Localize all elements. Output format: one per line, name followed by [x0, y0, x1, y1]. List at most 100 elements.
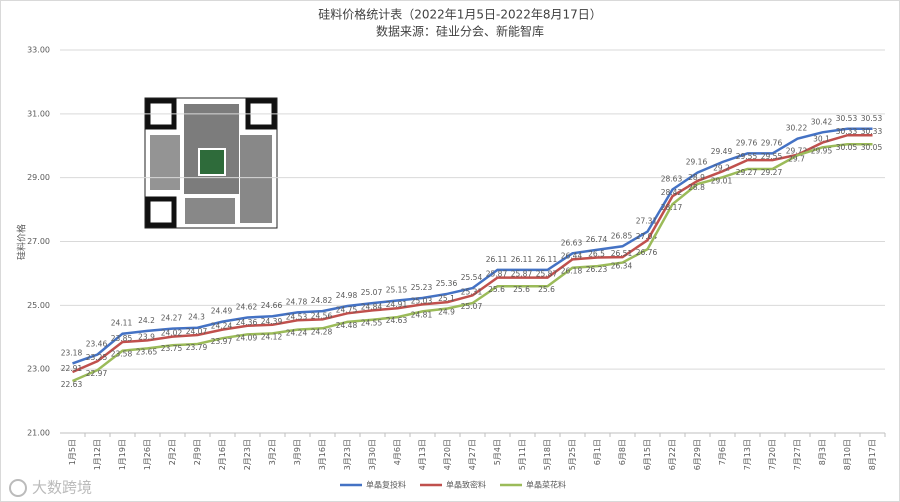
data-label: 22.97 — [86, 369, 108, 378]
data-label: 30.53 — [861, 114, 883, 123]
data-label: 24.07 — [186, 327, 208, 336]
x-tick-label: 6月22日 — [668, 439, 677, 470]
data-label: 29.55 — [761, 152, 783, 161]
data-label: 29.7 — [788, 154, 805, 163]
data-label: 26.18 — [561, 267, 583, 276]
x-tick-label: 1月19日 — [118, 439, 127, 470]
y-tick-label: 29.00 — [27, 173, 50, 182]
x-tick-label: 1月5日 — [68, 439, 77, 465]
data-label: 26.44 — [561, 251, 583, 260]
y-tick-label: 27.00 — [27, 237, 50, 246]
x-tick-label: 3月9日 — [293, 439, 302, 465]
data-label: 29.95 — [811, 146, 833, 155]
data-label: 23.85 — [111, 334, 133, 343]
data-label: 25.1 — [438, 294, 455, 303]
data-label: 25.6 — [513, 285, 530, 294]
data-label: 29.27 — [761, 168, 783, 177]
x-tick-label: 8月10日 — [843, 439, 852, 470]
data-label: 23.97 — [211, 337, 233, 346]
data-label: 25.87 — [486, 270, 508, 279]
data-label: 29.27 — [736, 168, 758, 177]
data-label: 24.2 — [138, 316, 155, 325]
data-label: 24.62 — [236, 302, 258, 311]
x-tick-label: 2月16日 — [218, 439, 227, 470]
data-label: 29.16 — [686, 158, 708, 167]
series-line — [72, 127, 873, 365]
data-label: 25.87 — [511, 270, 533, 279]
watermark: 大数跨境 — [9, 479, 92, 497]
x-tick-label: 7月20日 — [768, 439, 777, 470]
data-label: 26.11 — [511, 255, 533, 264]
legend-label: 单晶菜花料 — [526, 480, 566, 490]
data-label: 30.53 — [836, 114, 858, 123]
data-label: 26.11 — [486, 255, 508, 264]
data-label: 24.81 — [411, 310, 433, 319]
x-tick-label: 8月3日 — [818, 439, 827, 465]
data-label: 24.24 — [286, 329, 308, 338]
x-tick-label: 2月2日 — [168, 439, 177, 465]
data-label: 29.76 — [761, 138, 783, 147]
data-label: 29.55 — [736, 152, 758, 161]
data-label: 27.04 — [636, 232, 658, 241]
x-tick-label: 5月18日 — [543, 439, 552, 470]
data-label: 28.8 — [688, 183, 705, 192]
x-tick-label: 4月27日 — [468, 439, 477, 470]
data-label: 30.42 — [811, 117, 833, 126]
data-label: 30.33 — [861, 127, 883, 136]
data-label: 25.07 — [361, 288, 383, 297]
x-tick-label: 8月17日 — [868, 439, 877, 470]
data-label: 28.63 — [661, 174, 683, 183]
data-label: 24.49 — [211, 307, 233, 316]
series-line — [72, 133, 873, 374]
x-tick-label: 7月13日 — [743, 439, 752, 470]
x-tick-label: 6月8日 — [618, 439, 627, 465]
data-label: 30.05 — [836, 143, 858, 152]
x-tick-label: 6月1日 — [593, 439, 602, 465]
chart-title: 硅料价格统计表（2022年1月5日-2022年8月17日） — [318, 7, 602, 22]
x-tick-label: 4月13日 — [418, 439, 427, 470]
data-label: 25.03 — [411, 296, 433, 305]
data-label: 27.31 — [636, 217, 658, 226]
y-axis-label: 硅料价格 — [16, 224, 28, 260]
chart-subtitle: 数据来源：硅业分会、新能智库 — [376, 24, 544, 39]
data-label: 22.63 — [61, 380, 83, 389]
data-label: 26.23 — [586, 265, 608, 274]
data-label: 24.55 — [361, 319, 383, 328]
data-label: 23.18 — [61, 348, 83, 357]
x-tick-label: 3月23日 — [343, 439, 352, 470]
data-label: 26.11 — [536, 255, 558, 264]
data-label: 24.56 — [311, 311, 333, 320]
x-tick-label: 5月4日 — [493, 439, 502, 465]
data-label: 29.01 — [711, 176, 733, 185]
y-tick-label: 21.00 — [27, 429, 50, 438]
data-label: 24.9 — [438, 308, 455, 317]
data-label: 25.87 — [536, 270, 558, 279]
data-label: 24.09 — [236, 333, 258, 342]
data-label: 26.76 — [636, 248, 658, 257]
data-label: 28.9 — [688, 173, 705, 182]
data-label: 24.75 — [336, 305, 358, 314]
x-tick-label: 6月29日 — [693, 439, 702, 470]
data-label: 24.39 — [261, 317, 283, 326]
data-label: 24.78 — [286, 297, 308, 306]
data-label: 26.63 — [561, 238, 583, 247]
data-label: 23.65 — [136, 347, 158, 356]
y-tick-label: 23.00 — [27, 365, 50, 374]
data-label: 26.34 — [611, 262, 633, 271]
data-label: 23.9 — [138, 332, 155, 341]
data-label: 24.82 — [311, 296, 333, 305]
x-tick-label: 4月6日 — [393, 439, 402, 465]
x-tick-label: 6月15日 — [643, 439, 652, 470]
data-label: 26.5 — [588, 249, 605, 258]
y-tick-label: 31.00 — [27, 109, 50, 118]
data-label: 30.22 — [786, 124, 808, 133]
y-tick-label: 25.00 — [27, 301, 50, 310]
data-label: 30.1 — [813, 135, 830, 144]
data-label: 26.74 — [586, 235, 608, 244]
x-tick-label: 2月23日 — [243, 439, 252, 470]
qr-code — [144, 97, 278, 229]
data-label: 29.76 — [736, 138, 758, 147]
x-tick-label: 1月12日 — [93, 439, 102, 470]
data-label: 22.91 — [61, 364, 83, 373]
